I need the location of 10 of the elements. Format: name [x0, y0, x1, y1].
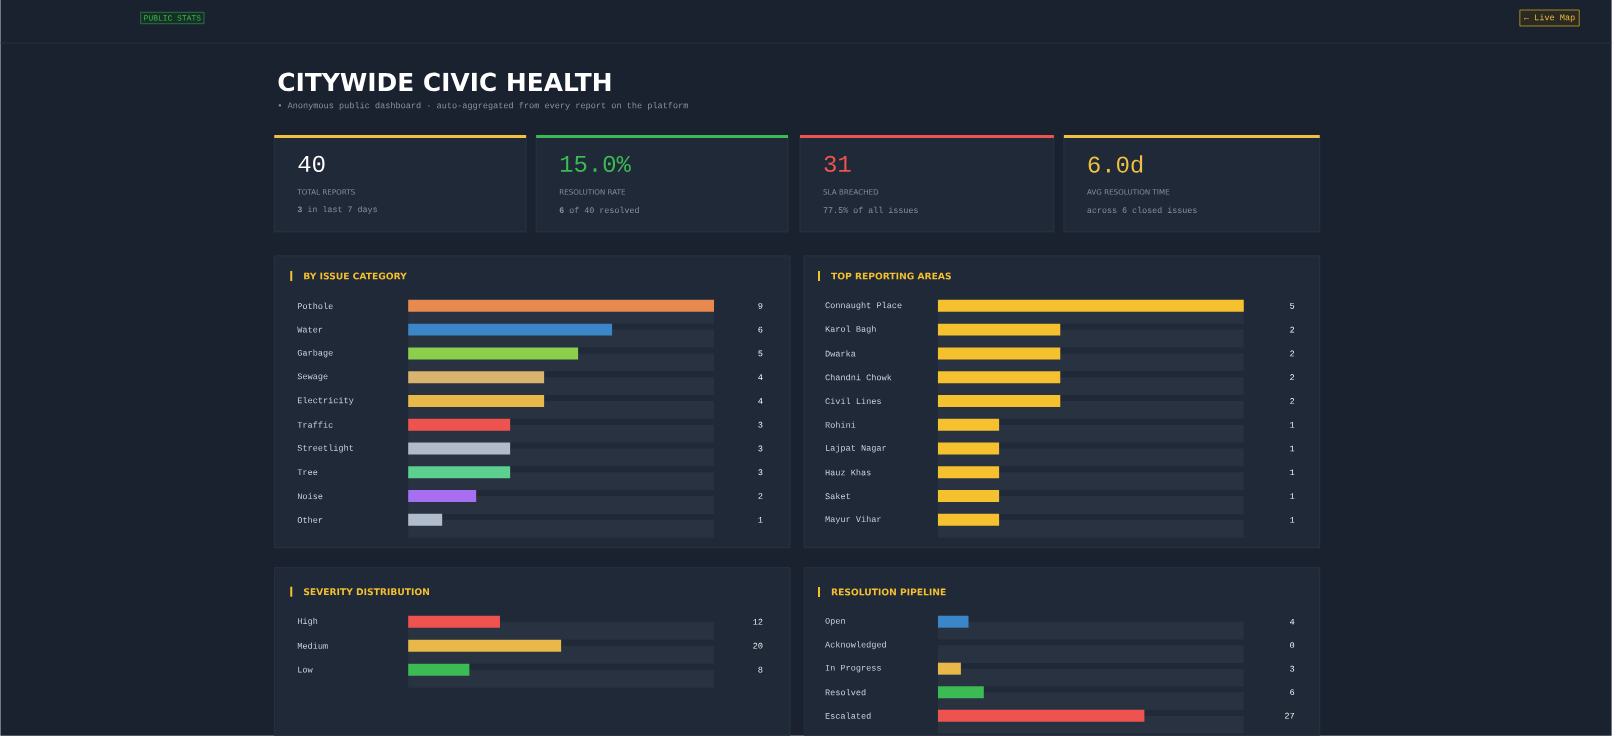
- bar: [408, 490, 477, 502]
- text: 15.0%: [560, 155, 631, 173]
- bar: [937, 615, 969, 628]
- bar: [937, 662, 961, 675]
- text: 31: [824, 155, 851, 173]
- bar: [937, 686, 984, 699]
- text: 40: [298, 155, 325, 173]
- text: CITYWIDE CIVIC HEALTH: [278, 72, 611, 92]
- bar: [408, 513, 443, 526]
- text: 6.0d: [1088, 155, 1143, 173]
